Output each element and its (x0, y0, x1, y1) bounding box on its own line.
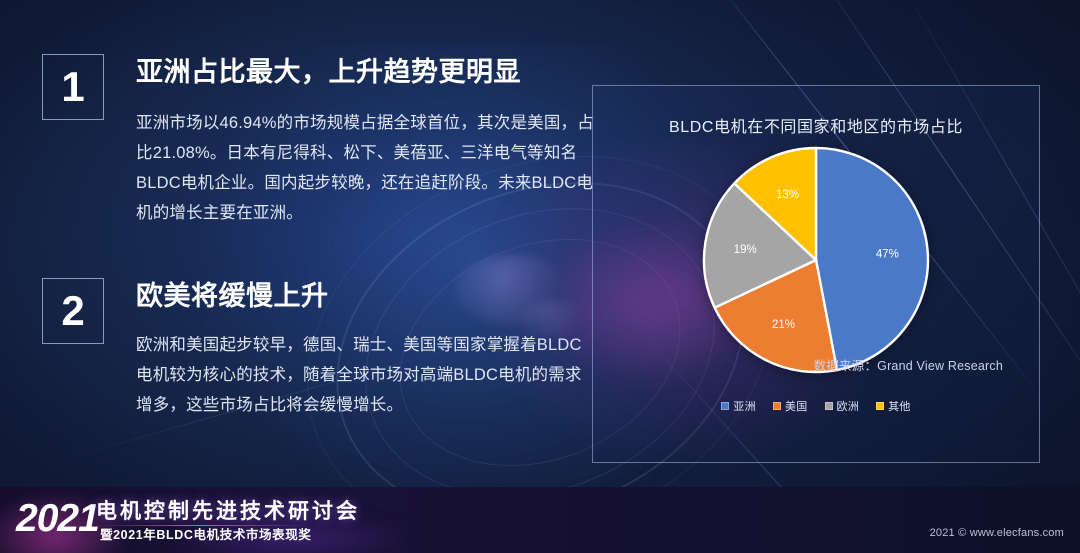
chart-title: BLDC电机在不同国家和地区的市场占比 (668, 119, 964, 136)
content-column: 1 亚洲占比最大，上升趋势更明显 亚洲市场以46.94%的市场规模占据全球首位，… (0, 0, 600, 480)
section-heading-1: 亚洲占比最大，上升趋势更明显 (136, 57, 521, 87)
legend-swatch-icon (824, 402, 833, 410)
footer-divider (96, 525, 304, 526)
chart-panel: BLDC电机在不同国家和地区的市场占比 47% 21% 19% 13% 亚洲 美国 欧洲 其… (592, 85, 1040, 463)
chart-plot-area: 47% 21% 19% 13% (593, 144, 1039, 384)
section-text-2: 欧美将缓慢上升 欧洲和美国起步较早，德国、瑞士、美国等国家掌握着BLDC电机较为… (136, 276, 596, 420)
footer-glow-mid (160, 513, 420, 553)
pie-slice-label: 19% (734, 244, 757, 256)
footer-glow-left (0, 491, 130, 553)
pie-slice (733, 146, 818, 262)
legend-label: 美国 (784, 401, 808, 413)
legend-item[interactable]: 亚洲 (721, 398, 756, 414)
footer-event-subtitle: 暨2021年BLDC电机技术市场表现奖 (100, 528, 312, 542)
section-number-badge-1: 1 (42, 54, 104, 120)
section-block-2: 2 欧美将缓慢上升 欧洲和美国起步较早，德国、瑞士、美国等国家掌握着BLDC电机… (42, 276, 596, 420)
section-number-badge-2: 2 (42, 278, 104, 344)
footer-bar: 2021 电机控制先进技术研讨会 暨2021年BLDC电机技术市场表现奖 202… (0, 487, 1080, 553)
legend-swatch-icon (876, 402, 885, 410)
legend-item[interactable]: 欧洲 (824, 398, 860, 414)
pie-chart: 47% 21% 19% 13% (700, 144, 932, 376)
pie-slice-label: 21% (772, 319, 795, 331)
legend-label: 欧洲 (836, 401, 860, 413)
section-block-1: 1 亚洲占比最大，上升趋势更明显 亚洲市场以46.94%的市场规模占据全球首位，… (42, 52, 596, 228)
footer-year-logo: 2021 (16, 497, 100, 540)
section-paragraph-2: 欧洲和美国起步较早，德国、瑞士、美国等国家掌握着BLDC电机较为核心的技术，随着… (136, 336, 582, 415)
legend-swatch-icon (721, 402, 730, 410)
section-text-1: 亚洲占比最大，上升趋势更明显 亚洲市场以46.94%的市场规模占据全球首位，其次… (136, 52, 596, 228)
legend-item[interactable]: 其他 (876, 398, 911, 414)
pie-slice (713, 258, 839, 374)
pie-slice (702, 182, 818, 309)
section-paragraph-1: 亚洲市场以46.94%的市场规模占据全球首位，其次是美国，占比21.08%。日本… (136, 114, 594, 223)
chart-source-note: 数据来源：Grand View Research (813, 359, 1003, 373)
pie-slice-label: 13% (776, 189, 799, 201)
pie-slice (814, 146, 930, 372)
section-heading-2: 欧美将缓慢上升 (136, 281, 329, 311)
pie-chart-svg: 47% 21% 19% 13% (702, 146, 930, 374)
chart-legend: 亚洲 美国 欧洲 其他 (593, 398, 1039, 414)
legend-label: 其他 (888, 401, 911, 413)
legend-label: 亚洲 (733, 401, 756, 413)
footer-event-title: 电机控制先进技术研讨会 (96, 500, 360, 523)
footer-copyright: 2021 © www.elecfans.com (929, 527, 1064, 539)
legend-swatch-icon (772, 402, 781, 410)
legend-item[interactable]: 美国 (772, 398, 808, 414)
pie-slice-label: 47% (876, 248, 899, 260)
